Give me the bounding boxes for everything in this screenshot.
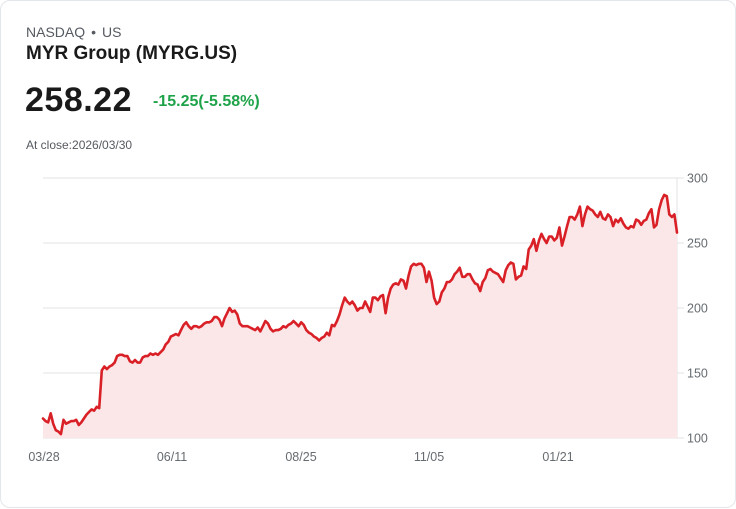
exchange-name: NASDAQ: [26, 24, 86, 40]
y-tick-label: 100: [687, 432, 708, 446]
region: US: [102, 24, 122, 40]
current-price: 258.22: [25, 81, 132, 119]
x-tick-label: 06/11: [157, 450, 187, 464]
price-line: [41, 193, 679, 436]
price-change: -15.25(-5.58%): [153, 93, 260, 110]
x-tick-label: 03/28: [28, 450, 59, 464]
y-axis-labels: 100 150 200 250 300: [687, 172, 708, 446]
y-tick-label: 300: [687, 172, 708, 186]
separator-dot: •: [91, 24, 97, 40]
price-area-fill: [43, 194, 677, 438]
x-tick-label: 08/25: [285, 450, 316, 464]
y-tick-label: 250: [687, 237, 708, 251]
exchange-info: NASDAQ • US: [26, 24, 121, 40]
x-tick-label: 11/05: [414, 450, 444, 464]
close-date: At close:2026/03/30: [26, 138, 133, 152]
y-tick-label: 150: [687, 367, 708, 381]
x-axis-labels: 03/28 06/11 08/25 11/05 01/21: [28, 450, 573, 464]
x-tick-label: 01/21: [542, 450, 573, 464]
stock-title: MYR Group (MYRG.US): [26, 43, 238, 64]
y-tick-label: 200: [687, 302, 708, 316]
